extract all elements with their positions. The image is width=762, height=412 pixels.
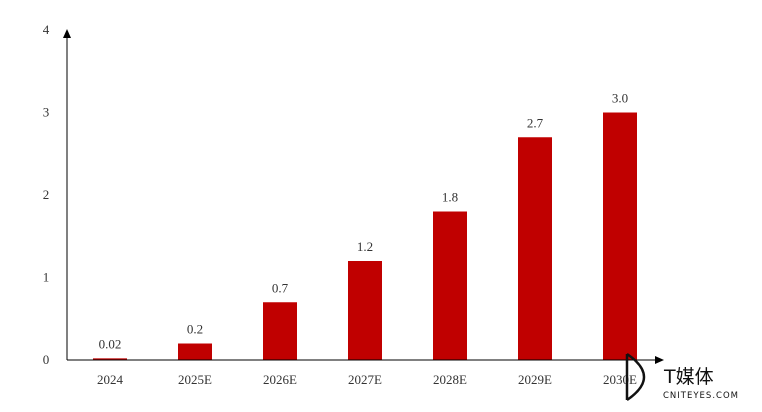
data-label: 0.02 (99, 336, 122, 351)
x-tick-label: 2030E (603, 372, 637, 387)
bar (178, 343, 212, 360)
data-label: 0.2 (187, 322, 203, 337)
bars (93, 112, 637, 360)
x-tick-label: 2029E (518, 372, 552, 387)
y-tick-label: 3 (43, 105, 50, 120)
bar (603, 112, 637, 360)
data-label: 1.8 (442, 190, 458, 205)
watermark-subtext: CNITEYES.COM (663, 391, 739, 401)
y-axis-arrow (63, 29, 71, 38)
watermark-text: T媒体 (663, 366, 714, 388)
y-axis-ticks: 0 1 2 3 4 (43, 22, 50, 367)
x-tick-label: 2027E (348, 372, 382, 387)
watermark: T媒体 CNITEYES.COM (625, 352, 739, 402)
data-label: 3.0 (612, 91, 628, 106)
x-tick-label: 2024 (97, 372, 124, 387)
bar (348, 261, 382, 360)
x-tick-label: 2025E (178, 372, 212, 387)
y-tick-label: 4 (43, 22, 50, 37)
data-label: 0.7 (272, 280, 289, 295)
bar (518, 137, 552, 360)
y-tick-label: 1 (43, 270, 50, 285)
y-tick-label: 0 (43, 352, 50, 367)
x-tick-label: 2028E (433, 372, 467, 387)
data-label: 1.2 (357, 239, 373, 254)
data-labels: 0.02 0.2 0.7 1.2 1.8 2.7 3.0 (99, 91, 629, 352)
x-axis-ticks: 2024 2025E 2026E 2027E 2028E 2029E 2030E (97, 372, 637, 387)
bar (263, 302, 297, 360)
x-tick-label: 2026E (263, 372, 297, 387)
data-label: 2.7 (527, 115, 544, 130)
y-tick-label: 2 (43, 187, 50, 202)
cniteyes-logo-icon (625, 352, 646, 402)
bar (93, 358, 127, 360)
x-axis-arrow (655, 356, 664, 364)
bar (433, 211, 467, 360)
